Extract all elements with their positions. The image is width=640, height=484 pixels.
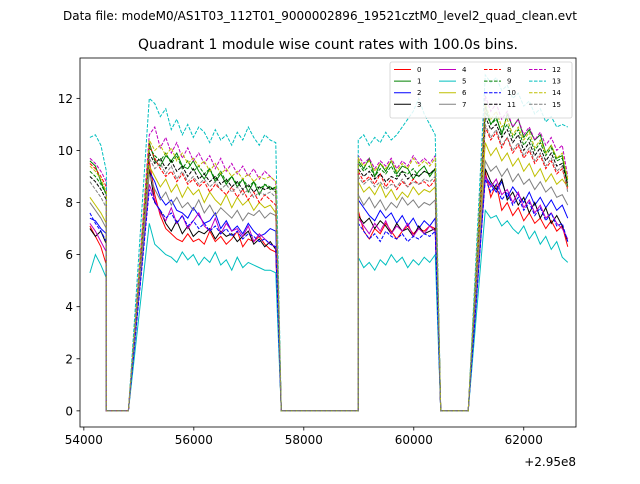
figure-suptitle: Data file: modeM0/AS1T03_112T01_90000028… [63, 9, 577, 23]
legend-box [389, 61, 573, 119]
series-line-14 [89, 103, 569, 412]
legend-label-15: 15 [552, 101, 561, 109]
x-offset-label: +2.95e8 [524, 455, 576, 469]
legend-label-14: 14 [552, 89, 561, 97]
legend-label-0: 0 [417, 66, 421, 74]
chart-title: Quadrant 1 module wise count rates with … [138, 37, 518, 53]
series-line-11 [89, 116, 569, 412]
legend-label-3: 3 [417, 101, 421, 109]
legend-label-2: 2 [417, 89, 421, 97]
y-tick-label: 10 [58, 144, 73, 158]
legend-label-10: 10 [507, 89, 516, 97]
series-line-9 [89, 111, 569, 412]
plot-area [80, 58, 576, 427]
legend-label-7: 7 [462, 101, 466, 109]
y-tick-label: 6 [65, 248, 73, 262]
legend-label-1: 1 [417, 78, 421, 86]
y-tick-label: 2 [65, 352, 73, 366]
axes-frame [79, 57, 577, 428]
legend-label-12: 12 [552, 66, 561, 74]
x-tick-label: 56000 [175, 433, 213, 447]
legend-label-13: 13 [552, 78, 561, 86]
legend-label-6: 6 [462, 89, 467, 97]
y-tick-label: 0 [65, 404, 73, 418]
x-tick-label: 58000 [285, 433, 323, 447]
y-tick-label: 8 [65, 196, 73, 210]
x-tick-label: 54000 [65, 433, 103, 447]
x-tick-label: 60000 [395, 433, 433, 447]
legend-label-11: 11 [507, 101, 516, 109]
legend-label-4: 4 [462, 66, 467, 74]
legend-label-9: 9 [507, 78, 511, 86]
y-tick-label: 12 [58, 92, 73, 106]
x-tick-label: 62000 [505, 433, 543, 447]
legend-label-5: 5 [462, 78, 466, 86]
y-tick-label: 4 [65, 300, 73, 314]
series-line-15 [89, 124, 569, 412]
legend-label-8: 8 [507, 66, 511, 74]
